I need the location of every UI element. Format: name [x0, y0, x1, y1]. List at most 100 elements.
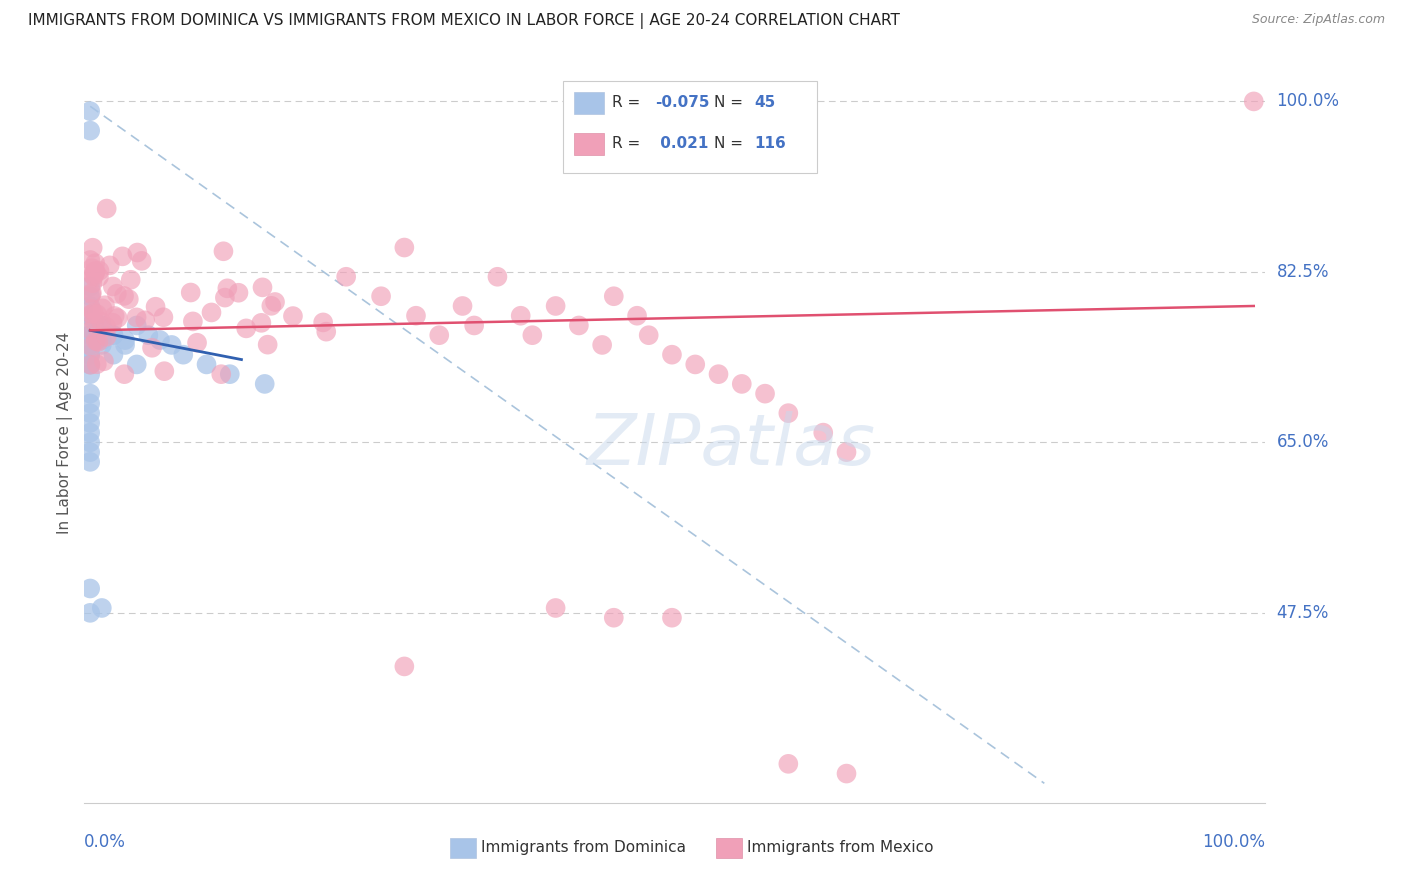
Point [80, 323, 103, 337]
Point [186, 335, 208, 350]
Point [394, 659, 416, 673]
Point [195, 358, 218, 372]
Point [79, 582, 101, 596]
Point [79, 333, 101, 347]
Point [90, 314, 112, 328]
Point [103, 328, 125, 343]
Bar [450, 838, 477, 858]
Point [79, 309, 101, 323]
Point [253, 376, 276, 391]
Text: Immigrants from Mexico: Immigrants from Mexico [747, 840, 934, 855]
Point [79, 104, 101, 119]
Point [200, 305, 222, 319]
Point [83, 306, 105, 320]
Point [87, 270, 110, 285]
Point [544, 299, 567, 313]
Point [707, 367, 730, 381]
Point [79, 358, 101, 372]
Text: 47.5%: 47.5% [1277, 604, 1329, 622]
Point [568, 318, 591, 333]
Point [96, 330, 118, 344]
Point [105, 286, 128, 301]
Point [661, 348, 683, 362]
Y-axis label: In Labor Force | Age 20-24: In Labor Force | Age 20-24 [58, 332, 73, 533]
Point [83, 315, 105, 329]
Point [125, 358, 148, 372]
Point [79, 425, 101, 440]
FancyBboxPatch shape [562, 81, 817, 173]
Point [153, 364, 176, 378]
Point [80, 307, 103, 321]
Point [111, 249, 134, 263]
Point [212, 244, 235, 259]
Point [264, 295, 287, 310]
Point [463, 318, 485, 333]
Point [90, 328, 112, 343]
Point [114, 333, 136, 347]
Point [754, 386, 776, 401]
Point [181, 314, 204, 328]
Point [637, 328, 659, 343]
Point [79, 318, 101, 333]
Bar [575, 133, 605, 155]
Point [79, 279, 101, 293]
Point [603, 289, 626, 303]
Point [256, 337, 278, 351]
Point [79, 396, 101, 410]
Point [250, 316, 273, 330]
Point [80, 287, 103, 301]
Point [252, 280, 274, 294]
Point [84, 334, 107, 348]
Text: 0.0%: 0.0% [84, 833, 127, 851]
Point [160, 338, 183, 352]
Point [235, 321, 257, 335]
Point [152, 310, 174, 325]
Point [96, 319, 118, 334]
Text: Immigrants from Dominica: Immigrants from Dominica [481, 840, 686, 855]
Point [80, 339, 103, 353]
Point [101, 279, 124, 293]
Point [451, 299, 474, 313]
Point [82, 277, 104, 291]
Point [228, 285, 250, 300]
Point [79, 348, 101, 362]
Point [79, 252, 101, 267]
Point [312, 315, 335, 329]
Point [79, 406, 101, 420]
Point [84, 264, 107, 278]
Point [79, 367, 101, 381]
Point [79, 386, 101, 401]
Point [79, 606, 101, 620]
Point [79, 358, 101, 372]
Point [172, 348, 194, 362]
Point [83, 269, 105, 284]
Point [125, 310, 148, 325]
Point [79, 328, 101, 343]
Bar [575, 92, 605, 114]
Point [683, 358, 706, 372]
Point [509, 309, 531, 323]
Point [79, 299, 101, 313]
Point [626, 309, 648, 323]
Point [80, 285, 103, 300]
Text: ZIPatlas: ZIPatlas [586, 411, 876, 481]
Point [96, 202, 118, 216]
Text: 100.0%: 100.0% [1277, 93, 1340, 111]
Point [522, 328, 544, 343]
Point [112, 289, 135, 303]
Point [120, 273, 142, 287]
Point [131, 253, 153, 268]
Point [107, 311, 129, 326]
Point [149, 333, 172, 347]
Point [90, 338, 112, 352]
Point [80, 301, 103, 316]
Text: R =: R = [612, 95, 645, 110]
Text: 0.021: 0.021 [655, 136, 709, 151]
Point [180, 285, 202, 300]
Point [1243, 95, 1265, 109]
Point [778, 756, 800, 771]
Point [83, 264, 105, 278]
Point [80, 261, 103, 276]
Point [90, 333, 112, 347]
Text: 65.0%: 65.0% [1277, 434, 1329, 451]
